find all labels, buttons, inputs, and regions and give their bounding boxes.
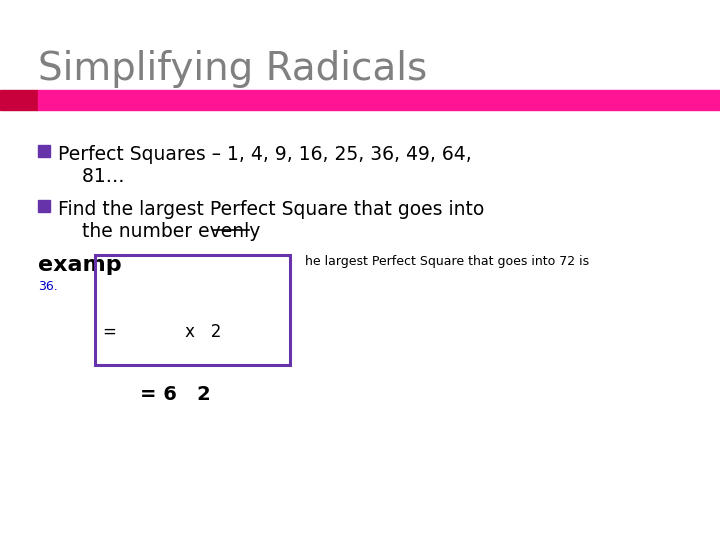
- Text: 36.: 36.: [38, 280, 58, 293]
- Bar: [38, 90, 720, 110]
- Text: =             x   2: = x 2: [103, 323, 221, 341]
- Text: he largest Perfect Square that goes into 72 is: he largest Perfect Square that goes into…: [305, 255, 589, 268]
- Bar: [95, 255, 290, 365]
- Bar: [38, 145, 50, 157]
- Text: = 6   2: = 6 2: [140, 385, 211, 404]
- Bar: [38, 200, 50, 212]
- Text: Simplifying Radicals: Simplifying Radicals: [38, 50, 427, 88]
- Text: examp: examp: [38, 255, 122, 275]
- Text: the number evenly: the number evenly: [58, 222, 261, 241]
- Text: 81…: 81…: [58, 167, 125, 186]
- Bar: [0, 90, 38, 110]
- Text: Perfect Squares – 1, 4, 9, 16, 25, 36, 49, 64,: Perfect Squares – 1, 4, 9, 16, 25, 36, 4…: [58, 145, 472, 164]
- Text: Find the largest Perfect Square that goes into: Find the largest Perfect Square that goe…: [58, 200, 485, 219]
